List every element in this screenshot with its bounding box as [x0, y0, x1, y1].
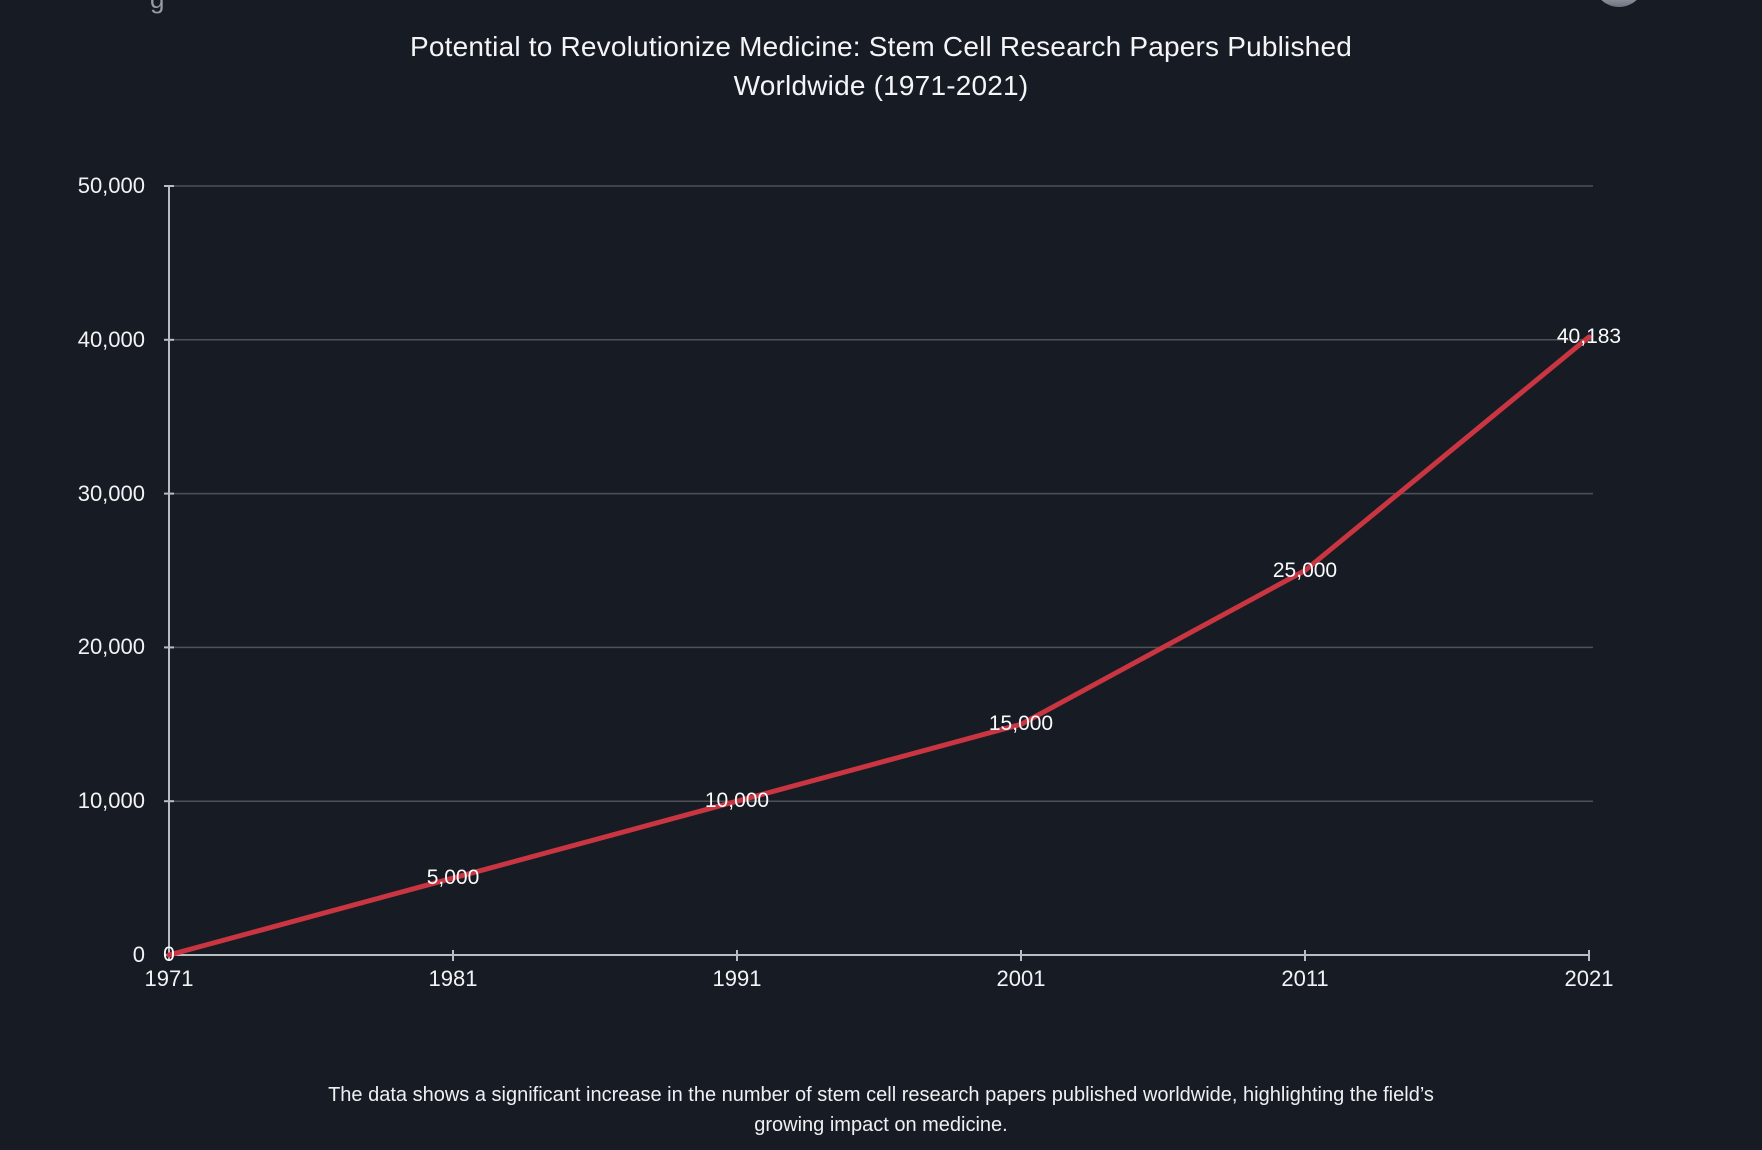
- chart-caption-line2: growing impact on medicine.: [754, 1114, 1008, 1136]
- x-axis-tick-label: 1991: [712, 966, 762, 991]
- chart-title-line1: Potential to Revolutionize Medicine: Ste…: [410, 31, 1352, 62]
- cropped-text-remnant: g: [150, 0, 164, 15]
- chart-caption-line1: The data shows a significant increase in…: [328, 1084, 1434, 1106]
- data-point-label: 15,000: [988, 712, 1054, 736]
- y-axis-tick-label: 50,000: [77, 173, 145, 198]
- y-axis-tick-label: 40,000: [77, 326, 145, 352]
- x-axis-tick-label: 2001: [996, 966, 1046, 991]
- y-axis-tick-label: 30,000: [77, 480, 145, 506]
- chart-title-line2: Worldwide (1971-2021): [733, 70, 1029, 101]
- series-line: [166, 334, 1592, 958]
- y-axis-tick-label: 0: [132, 942, 145, 967]
- data-point-label: 0: [163, 943, 175, 966]
- cropped-avatar-button[interactable]: [1593, 0, 1645, 7]
- chart-title: Potential to Revolutionize Medicine: Ste…: [0, 27, 1762, 105]
- data-point-label: 5,000: [426, 866, 480, 890]
- x-axis-tick-label: 2011: [1281, 966, 1329, 991]
- y-axis-tick-label: 10,000: [77, 788, 145, 814]
- x-axis-tick-label: 1981: [428, 966, 478, 991]
- data-point-label: 10,000: [704, 789, 770, 813]
- x-axis-tick-label: 2021: [1564, 966, 1614, 991]
- chart-caption: The data shows a significant increase in…: [281, 1080, 1481, 1140]
- x-axis-tick-label: 1971: [144, 966, 194, 991]
- y-axis-tick-label: 20,000: [77, 634, 145, 660]
- data-point-label: 40,183: [1556, 324, 1622, 348]
- data-point-label: 25,000: [1272, 558, 1338, 582]
